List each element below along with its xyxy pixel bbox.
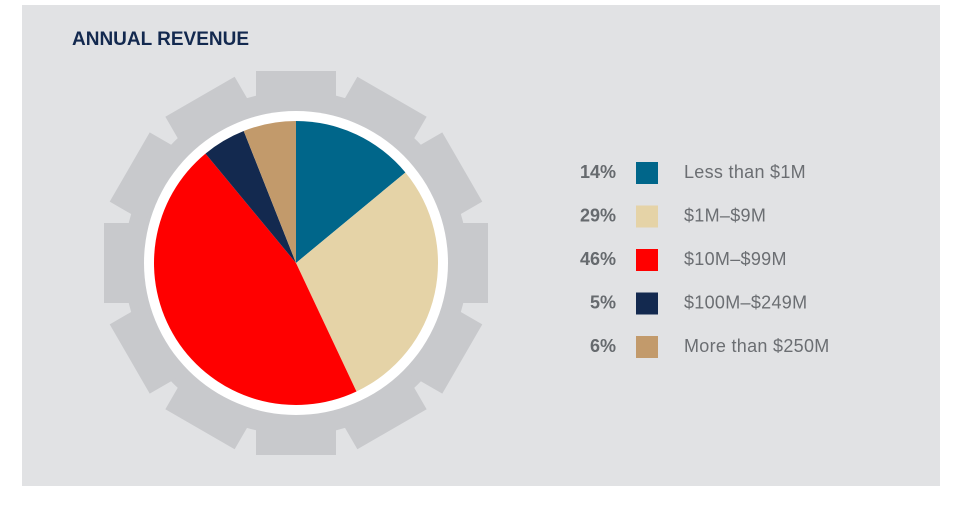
pie-slice <box>243 121 296 263</box>
legend-swatch <box>636 336 658 358</box>
legend-label: $100M–$249M <box>684 292 807 312</box>
legend-label: Less than $1M <box>684 162 806 182</box>
pie-slice <box>296 172 438 392</box>
gear-tooth <box>407 304 483 394</box>
pie-slice <box>296 121 406 263</box>
pie-slice <box>205 130 296 263</box>
gear-tooth <box>165 76 255 152</box>
legend: 14% Less than $1M 29% $1M–$9M 46% $10M–$99M 5%… <box>580 162 830 358</box>
legend-swatch <box>636 292 658 315</box>
legend-swatch <box>636 162 658 184</box>
legend-label: More than $250M <box>684 336 830 356</box>
legend-swatch <box>636 249 658 271</box>
gear-tooth <box>109 304 185 394</box>
gear-tooth <box>165 374 255 450</box>
value-label: 6% <box>590 336 616 356</box>
legend-label: $1M–$9M <box>684 205 766 225</box>
pie <box>153 121 438 406</box>
value-label: 46% <box>580 249 616 269</box>
gear-tooth <box>407 132 483 222</box>
value-label: 5% <box>590 292 616 312</box>
value-label: 29% <box>580 205 616 225</box>
chart-title: ANNUAL REVENUE <box>72 29 249 50</box>
gear-tooth <box>448 223 488 303</box>
value-label: 14% <box>580 162 616 182</box>
gear-tooth <box>256 71 336 111</box>
pie-slice <box>153 153 357 406</box>
gear-tooth <box>337 76 427 152</box>
legend-label: $10M–$99M <box>684 249 787 269</box>
legend-swatch <box>636 205 658 228</box>
gear-tooth <box>337 374 427 450</box>
gear-tooth <box>104 223 144 303</box>
gear-tooth <box>109 132 185 222</box>
gear-tooth <box>256 415 336 455</box>
